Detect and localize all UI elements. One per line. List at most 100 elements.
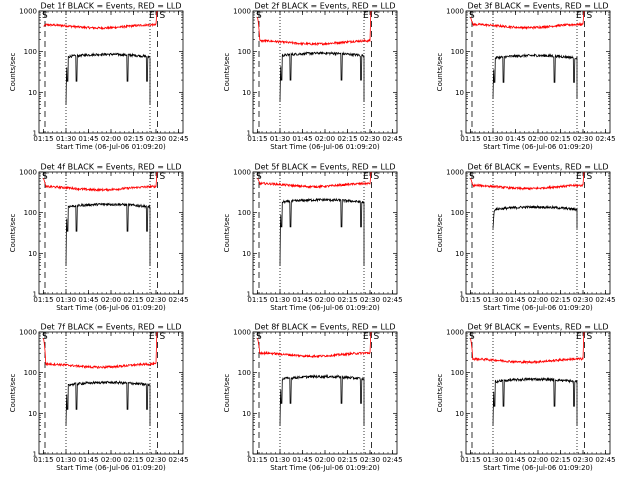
- x-tick-label: 02:30: [360, 456, 380, 464]
- x-tick-label: 01:15: [247, 135, 267, 143]
- x-tick-label: 02:45: [168, 135, 188, 143]
- x-axis-label: Start Time (06-Jul-06 01:09:20): [270, 464, 380, 472]
- plot-frame: [252, 171, 398, 295]
- plot-frame: [465, 331, 611, 455]
- x-tick-label: 01:30: [483, 296, 503, 304]
- events-series-line: [65, 380, 151, 426]
- x-tick-label: 02:15: [337, 135, 357, 143]
- plot-frame: [252, 331, 398, 455]
- y-tick-label: 1: [460, 291, 464, 299]
- panel-title: Det 8f BLACK = Events, RED = LLD: [254, 323, 395, 332]
- x-axis-label: Start Time (06-Jul-06 01:09:20): [270, 143, 380, 151]
- x-tick-label: 02:00: [528, 135, 548, 143]
- x-tick-label: 02:15: [550, 456, 570, 464]
- x-tick-label: 01:15: [247, 456, 267, 464]
- x-tick-label: 01:15: [460, 135, 480, 143]
- x-tick-label: 01:30: [56, 296, 76, 304]
- start-marker-label: S: [587, 332, 593, 342]
- y-tick-label: 100: [451, 369, 464, 377]
- events-series-line: [492, 376, 578, 426]
- x-tick-label: 02:15: [550, 296, 570, 304]
- end-marker-label: E: [149, 11, 155, 21]
- y-tick-label: 1000: [19, 329, 37, 337]
- panel-title: Det 5f BLACK = Events, RED = LLD: [254, 163, 395, 172]
- panel-6: Det 6f BLACK = Events, RED = LLD 1 10 100 10…: [436, 163, 616, 313]
- start-marker-label: S: [374, 172, 380, 182]
- x-tick-label: 02:00: [315, 135, 335, 143]
- panel-2: Det 2f BLACK = Events, RED = LLD 1 10 100 10…: [223, 2, 403, 152]
- x-axis-label: Start Time (06-Jul-06 01:09:20): [56, 464, 166, 472]
- x-tick-label: 02:45: [595, 296, 615, 304]
- y-tick-label: 1000: [446, 329, 464, 337]
- x-tick-label: 01:45: [292, 456, 312, 464]
- start-marker-label: S: [374, 332, 380, 342]
- x-tick-label: 02:30: [146, 135, 166, 143]
- x-tick-label: 02:30: [146, 296, 166, 304]
- y-tick-label: 1: [247, 130, 251, 138]
- lld-series-line: [43, 10, 158, 31]
- x-axis-label: Start Time (06-Jul-06 01:09:20): [483, 143, 593, 151]
- panel-1: Det 1f BLACK = Events, RED = LLD 1 10 100 10…: [9, 2, 189, 152]
- panel-4: Det 4f BLACK = Events, RED = LLD 1 10 100 10…: [9, 163, 189, 313]
- y-tick-label: 1: [460, 451, 464, 459]
- lld-series-line: [257, 331, 372, 359]
- x-tick-label: 02:30: [573, 296, 593, 304]
- x-tick-label: 01:45: [78, 296, 98, 304]
- x-tick-label: 02:15: [337, 456, 357, 464]
- events-series-line: [492, 204, 578, 229]
- y-axis-label: Counts/sec: [9, 214, 17, 253]
- y-tick-label: 100: [24, 209, 37, 217]
- start-marker-label: S: [42, 332, 48, 342]
- x-tick-label: 01:30: [270, 456, 290, 464]
- x-tick-label: 01:30: [56, 456, 76, 464]
- panel-5: Det 5f BLACK = Events, RED = LLD 1 10 100 10…: [223, 163, 403, 313]
- y-tick-label: 10: [28, 410, 37, 418]
- x-tick-label: 02:45: [595, 456, 615, 464]
- panel-3: Det 3f BLACK = Events, RED = LLD 1 10 100 10…: [436, 2, 616, 152]
- plot-frame: [252, 10, 398, 134]
- y-axis-label: Counts/sec: [223, 214, 231, 253]
- x-tick-label: 02:00: [315, 296, 335, 304]
- start-marker-label: S: [160, 11, 166, 21]
- x-tick-label: 01:45: [78, 135, 98, 143]
- y-tick-label: 10: [242, 410, 251, 418]
- y-tick-label: 100: [451, 209, 464, 217]
- y-tick-label: 100: [24, 48, 37, 56]
- x-tick-label: 01:45: [292, 135, 312, 143]
- end-marker-label: E: [149, 172, 155, 182]
- y-axis-label: Counts/sec: [223, 53, 231, 92]
- x-tick-label: 02:45: [382, 456, 402, 464]
- x-axis-label: Start Time (06-Jul-06 01:09:20): [56, 304, 166, 312]
- y-tick-label: 1000: [19, 8, 37, 16]
- lld-series-line: [257, 171, 372, 189]
- lld-series-line: [43, 171, 158, 193]
- y-axis-label: Counts/sec: [436, 53, 444, 92]
- start-marker-label: S: [587, 172, 593, 182]
- y-tick-label: 1: [33, 451, 37, 459]
- start-marker-label: S: [469, 332, 475, 342]
- x-tick-label: 02:45: [168, 456, 188, 464]
- x-tick-label: 02:15: [337, 296, 357, 304]
- y-tick-label: 10: [28, 89, 37, 97]
- panel-title: Det 6f BLACK = Events, RED = LLD: [467, 163, 608, 172]
- y-tick-label: 1: [247, 451, 251, 459]
- panel-9: Det 9f BLACK = Events, RED = LLD 1 10 100 10…: [436, 323, 616, 473]
- y-tick-label: 100: [24, 369, 37, 377]
- y-tick-label: 100: [451, 48, 464, 56]
- y-axis-label: Counts/sec: [436, 374, 444, 413]
- x-tick-label: 01:30: [270, 296, 290, 304]
- y-tick-label: 1000: [233, 169, 251, 177]
- y-tick-label: 10: [455, 410, 464, 418]
- y-tick-label: 10: [455, 89, 464, 97]
- y-tick-label: 1000: [446, 8, 464, 16]
- y-tick-label: 100: [238, 369, 251, 377]
- x-tick-label: 02:00: [528, 296, 548, 304]
- panel-8: Det 8f BLACK = Events, RED = LLD 1 10 100 10…: [223, 323, 403, 473]
- x-tick-label: 01:45: [292, 296, 312, 304]
- y-tick-label: 100: [238, 48, 251, 56]
- start-marker-label: S: [256, 11, 262, 21]
- x-tick-label: 02:45: [382, 296, 402, 304]
- events-series-line: [279, 197, 365, 266]
- x-tick-label: 01:45: [505, 296, 525, 304]
